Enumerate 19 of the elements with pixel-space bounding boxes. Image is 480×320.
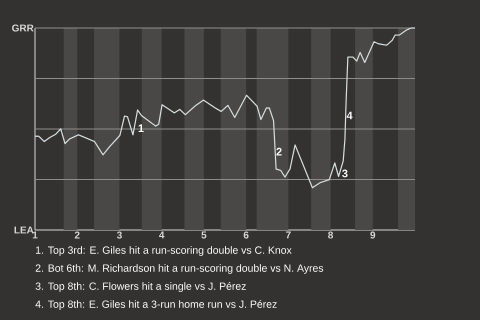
x-tick-label: 2 [74,232,80,238]
text: 2. Bot 6th: M. Richardson hit a run-scoring double vs N. Ayres [36,264,324,274]
annotation: 3 [342,170,348,178]
x-tick-label: 9 [370,232,376,239]
annotation: 4 [346,112,353,120]
text: 4. Top 8th: E. Giles hit a 3-run home run vs J. Pérez [35,300,277,310]
annotation: 2 [276,148,282,156]
x-tick-label: 7 [286,232,291,238]
text: LEA [14,226,34,234]
text: 1. Top 3rd: E. Giles hit a run-scoring double vs C. Knox [36,246,292,256]
annotation: 1 [138,124,144,132]
x-tick-label: 6 [244,232,249,239]
text: 3. Top 8th: C. Flowers hit a single vs J. Pérez [36,282,246,292]
x-tick-label: 4 [159,232,164,238]
x-tick-label: 1 [32,232,38,238]
x-tick-label: 8 [328,232,334,239]
x-tick-label: 3 [116,232,122,239]
text: GRR [12,24,34,32]
x-tick-label: 5 [201,232,206,238]
